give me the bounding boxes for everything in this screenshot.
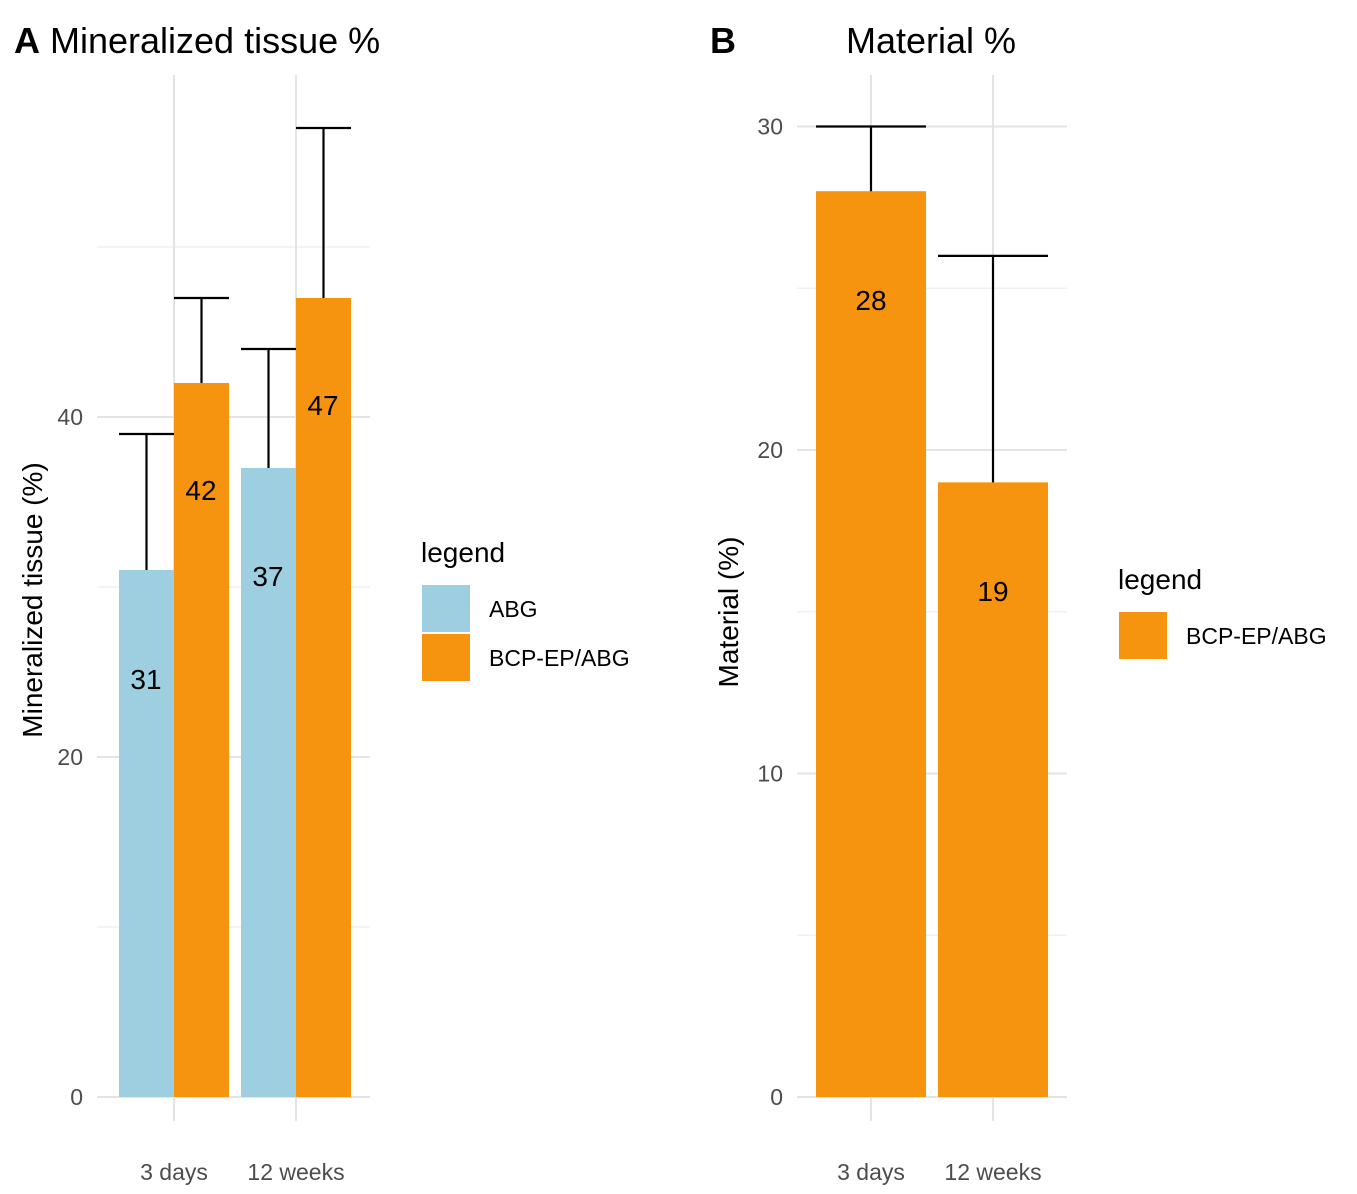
error-bar [174,296,229,383]
legend-swatch [422,585,470,632]
y-tick-label: 0 [770,1084,783,1110]
panel-a-bars [119,298,351,1097]
panel-b-y-axis-label: Material (%) [713,537,744,688]
bar [816,191,926,1097]
bar [241,468,296,1097]
panel-b-tag: B [710,20,736,61]
panel-a-error-bars [119,126,351,570]
y-tick-label: 10 [757,761,783,787]
legend-swatch [1119,612,1167,659]
x-tick-label: 12 weeks [247,1159,344,1185]
error-bar [296,126,351,298]
y-tick-label: 20 [757,437,783,463]
panel-b-error-bars [816,125,1048,483]
bar [296,298,351,1097]
legend-label: BCP-EP/ABG [489,645,630,671]
data-label: 31 [130,664,161,695]
y-tick-label: 40 [57,404,83,430]
panel-a-data-labels: 31 37 42 47 [130,390,338,695]
data-label: 37 [252,561,283,592]
error-bar [119,432,174,570]
panel-b-data-labels: 28 19 [855,285,1008,607]
x-tick-label: 3 days [837,1159,905,1185]
bar [938,482,1048,1098]
x-tick-label: 3 days [140,1159,208,1185]
data-label: 28 [855,285,886,316]
y-tick-label: 20 [57,744,83,770]
legend-label: ABG [489,596,538,622]
panel-b-legend-title: legend [1118,564,1202,595]
panel-a-legend: legend ABG BCP-EP/ABG [421,537,630,681]
error-bar [938,254,1048,483]
panel-a: A Mineralized tissue % 31 37 42 47 0 20 40 3 … [14,20,630,1185]
y-tick-label: 0 [70,1084,83,1110]
x-tick-label: 12 weeks [944,1159,1041,1185]
panel-a-x-ticks: 3 days 12 weeks [140,1159,344,1185]
bar [119,570,174,1097]
data-label: 19 [977,576,1008,607]
bar [174,383,229,1097]
error-bar [816,125,926,192]
y-tick-label: 30 [757,114,783,140]
panel-a-title: Mineralized tissue % [50,20,380,61]
panel-b-x-ticks: 3 days 12 weeks [837,1159,1041,1185]
panel-a-legend-title: legend [421,537,505,568]
data-label: 42 [185,475,216,506]
panel-a-tag: A [14,20,40,61]
error-bar [241,347,296,468]
panel-a-y-ticks: 0 20 40 [57,404,83,1110]
panel-b-bars [816,191,1048,1098]
data-label: 47 [307,390,338,421]
panel-b-title: Material % [846,20,1016,61]
panel-b-y-ticks: 0 10 20 30 [757,114,783,1111]
panel-b-legend: legend BCP-EP/ABG [1118,564,1327,659]
panel-a-y-axis-label: Mineralized tissue (%) [17,462,48,737]
panel-b: B Material % 28 19 0 10 20 30 3 days 12 weeks… [710,20,1327,1185]
legend-label: BCP-EP/ABG [1186,623,1327,649]
legend-swatch [422,634,470,681]
